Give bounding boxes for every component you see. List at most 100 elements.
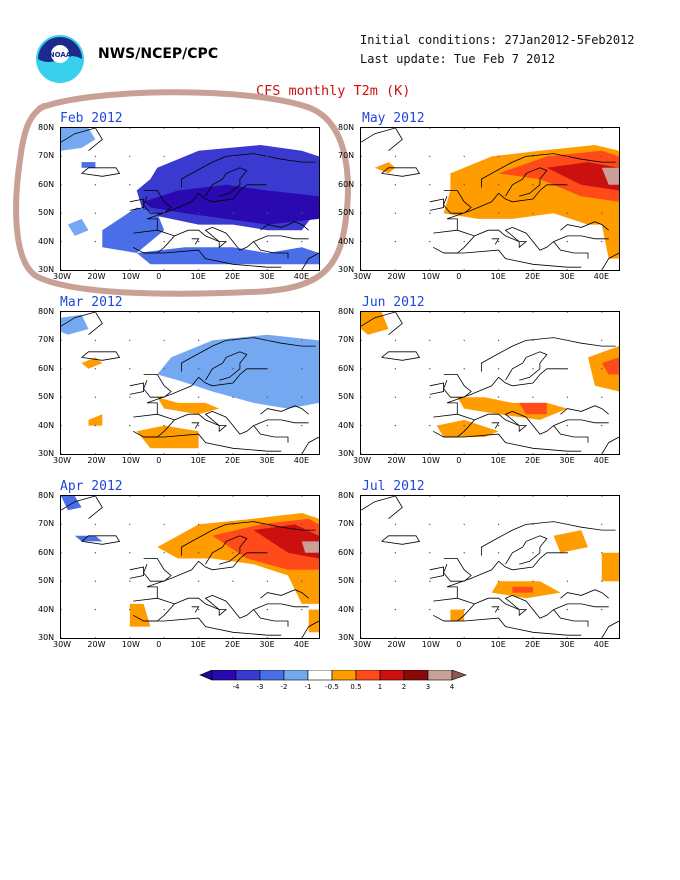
- grid-dot: [429, 240, 431, 243]
- coastline: [81, 167, 121, 177]
- grid-dot: [61, 580, 62, 582]
- grid-dot: [497, 312, 500, 313]
- grid-dot: [232, 637, 234, 638]
- grid-dot: [163, 184, 165, 186]
- grid-dot: [532, 184, 534, 186]
- legend-tick-label: 3: [426, 683, 430, 691]
- coastline: [181, 337, 316, 372]
- grid-dot: [197, 496, 200, 497]
- grid-dot: [532, 496, 534, 497]
- lon-tick-label: 40E: [293, 640, 310, 649]
- grid-dot: [463, 339, 465, 342]
- lon-tick-label: 40E: [593, 272, 610, 281]
- grid-dot: [497, 184, 500, 186]
- grid-dot: [61, 155, 62, 158]
- grid-dot: [532, 523, 534, 526]
- lat-tick-label: 70N: [338, 519, 355, 529]
- grid-dot: [566, 396, 569, 398]
- grid-dot: [197, 396, 200, 398]
- lon-tick-label: 40E: [593, 456, 610, 465]
- grid-dot: [301, 580, 303, 582]
- grid-dot: [394, 240, 397, 243]
- grid-dot: [129, 312, 131, 313]
- grid-dot: [601, 269, 603, 270]
- coastline: [146, 552, 268, 599]
- anomaly-region: [129, 603, 151, 627]
- map-may: [360, 127, 620, 271]
- legend-tick-label: 0.5: [350, 683, 361, 691]
- anomaly-region: [601, 167, 619, 185]
- grid-dot: [601, 552, 603, 554]
- grid-dot: [197, 523, 200, 526]
- grid-dot: [301, 368, 303, 370]
- coastline: [81, 535, 121, 545]
- grid-dot: [497, 580, 500, 582]
- coastline: [191, 606, 200, 613]
- grid-dot: [394, 453, 397, 454]
- coastline: [381, 351, 421, 361]
- grid-dot: [197, 240, 200, 243]
- grid-dot: [301, 396, 303, 398]
- grid-dot: [566, 368, 569, 370]
- grid-dot: [601, 608, 603, 611]
- grid-dot: [94, 212, 97, 214]
- grid-dot: [566, 155, 569, 158]
- grid-dot: [394, 552, 397, 554]
- grid-dot: [61, 523, 62, 526]
- figure-title: CFS monthly T2m (K): [256, 83, 411, 99]
- lat-tick-label: 70N: [38, 151, 55, 161]
- grid-dot: [163, 128, 165, 129]
- lon-tick-label: 40E: [293, 272, 310, 281]
- grid-dot: [232, 396, 234, 398]
- anomaly-region: [512, 586, 533, 593]
- grid-dot: [232, 523, 234, 526]
- coastline: [443, 190, 472, 214]
- grid-dot: [497, 339, 500, 342]
- legend-tick-label: -4: [233, 683, 241, 691]
- lon-tick-label: 10E: [490, 272, 506, 281]
- lat-tick-label: 60N: [38, 363, 55, 373]
- grid-dot: [463, 523, 465, 526]
- grid-dot: [361, 496, 362, 497]
- lat-tick-label: 50N: [338, 208, 355, 218]
- initial-conditions: Initial conditions: 27Jan2012-5Feb2012: [360, 33, 635, 47]
- coastline: [481, 153, 616, 188]
- grid-dot: [232, 608, 234, 611]
- map-jul: [360, 495, 620, 639]
- grid-dot: [361, 552, 362, 554]
- grid-dot: [94, 552, 97, 554]
- coastline: [381, 167, 421, 177]
- grid-dot: [394, 339, 397, 342]
- grid-dot: [301, 637, 303, 638]
- panel-title-feb: Feb 2012: [60, 111, 123, 126]
- grid-dot: [497, 155, 500, 158]
- lon-tick-label: 10W: [121, 640, 140, 649]
- grid-dot: [61, 496, 62, 497]
- grid-dot: [601, 212, 603, 214]
- coastline: [560, 405, 609, 415]
- coastline: [146, 368, 268, 415]
- grid-dot: [266, 128, 269, 129]
- lon-tick-label: 30E: [259, 272, 275, 281]
- grid-dot: [532, 580, 534, 582]
- lat-tick-label: 40N: [38, 604, 55, 614]
- legend-swatch: [283, 670, 309, 681]
- coastline: [429, 198, 444, 211]
- grid-dot: [497, 552, 500, 554]
- coastline: [443, 249, 582, 268]
- grid-dot: [463, 128, 465, 129]
- coastline: [205, 535, 248, 565]
- grid-dot: [129, 240, 131, 243]
- grid-dot: [94, 580, 97, 582]
- lon-tick-label: 30E: [559, 640, 575, 649]
- grid-dot: [463, 155, 465, 158]
- grid-dot: [301, 608, 303, 611]
- coastline: [361, 312, 403, 336]
- grid-dot: [266, 396, 269, 398]
- grid-dot: [394, 269, 397, 270]
- grid-dot: [532, 368, 534, 370]
- coastline: [429, 382, 444, 395]
- lat-tick-label: 30N: [38, 449, 55, 458]
- lon-tick-label: 0: [156, 456, 162, 465]
- grid-dot: [61, 312, 62, 313]
